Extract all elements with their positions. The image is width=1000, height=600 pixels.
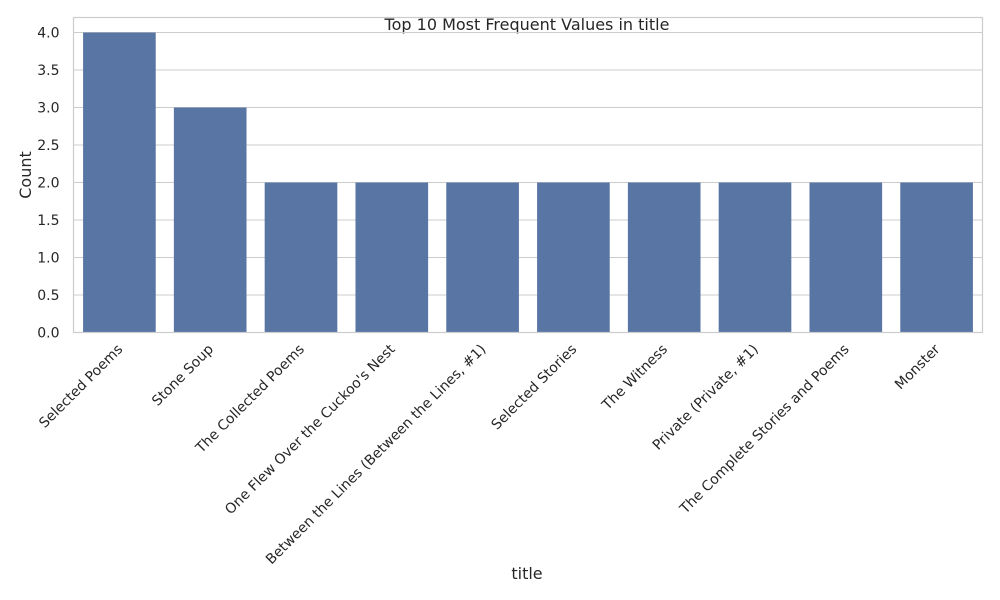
x-axis-label: title [511,564,542,583]
x-tick-label: Between the Lines (Between the Lines, #1… [263,342,489,568]
x-tick-label: The Witness [599,342,671,414]
y-tick-label: 2.0 [37,176,59,192]
bar [900,182,973,333]
y-tick-label: 1.5 [37,213,59,229]
y-tick-label: 0.0 [37,326,59,342]
y-tick-label: 0.5 [37,288,59,304]
chart-title: Top 10 Most Frequent Values in title [384,15,670,34]
bar [83,32,156,333]
y-tick-label: 3.0 [37,101,59,117]
y-tick-label: 2.5 [37,138,59,154]
x-tick-label: Stone Soup [149,341,217,409]
y-axis-label: Count [16,151,35,199]
bar [355,182,429,333]
x-tick-label: The Complete Stories and Poems [676,342,852,518]
x-tick-label: Monster [892,341,944,393]
bar [809,182,883,333]
y-tick-label: 1.0 [37,251,59,267]
x-tick-label: One Flew Over the Cuckoo's Nest [222,341,399,518]
y-tick-label: 4.0 [37,26,59,42]
y-tick-label: 3.5 [37,63,59,79]
bar [264,182,338,333]
y-tick-labels: 0.0 0.5 1.0 1.5 2.0 2.5 3.0 3.5 4.0 [37,26,59,342]
bar [173,107,247,333]
bar [537,182,610,333]
x-tick-label: Selected Poems [36,342,126,432]
bars [83,32,973,333]
bar [446,182,519,333]
x-tick-label: Selected Stories [489,342,581,434]
bar [718,182,792,333]
plot-frame [72,16,984,334]
bar [627,182,701,333]
